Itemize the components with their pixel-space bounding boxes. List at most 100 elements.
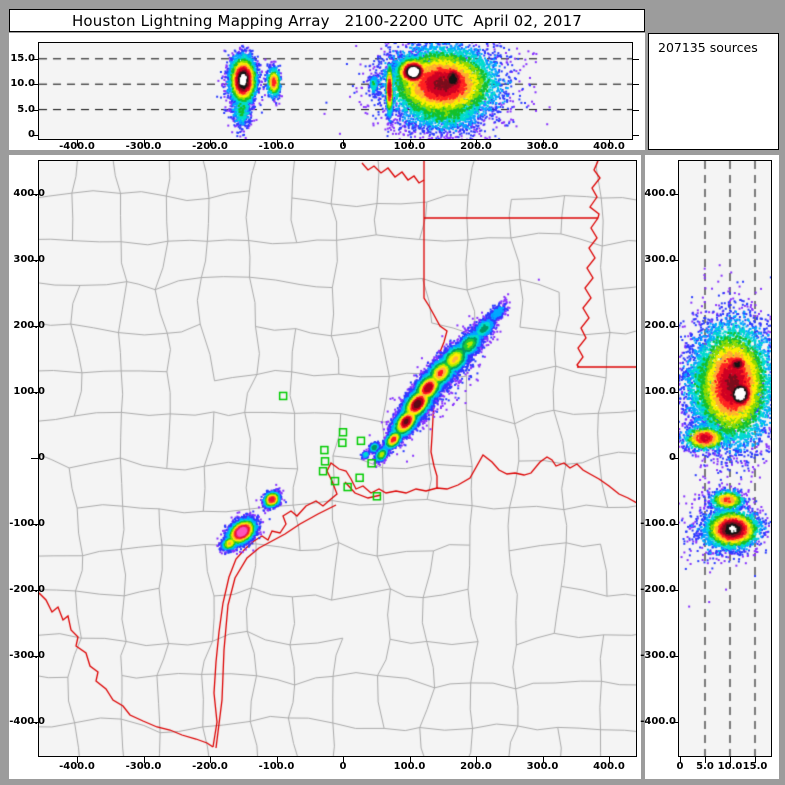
tick-mark bbox=[476, 757, 477, 763]
tick-mark bbox=[32, 135, 38, 136]
title-bar: Houston Lightning Mapping Array 2100-220… bbox=[9, 9, 645, 32]
tick-mark bbox=[609, 140, 610, 146]
tick-mark bbox=[409, 757, 411, 763]
tick-label: 200.0 bbox=[13, 320, 45, 331]
tick-mark bbox=[210, 140, 211, 146]
tick-label: -200.0 bbox=[9, 584, 45, 595]
tick-label: -400.0 bbox=[640, 716, 676, 727]
tick-label: 100.0 bbox=[13, 386, 45, 397]
tick-label: 100.0 bbox=[393, 141, 426, 152]
tick-mark bbox=[77, 757, 78, 763]
tick-mark bbox=[31, 458, 38, 459]
tick-label: 400.0 bbox=[593, 141, 625, 152]
tick-mark bbox=[343, 140, 344, 146]
tick-mark bbox=[32, 58, 38, 60]
tick-mark bbox=[755, 757, 756, 763]
tick-mark bbox=[77, 140, 78, 146]
tick-label: -100.0 bbox=[9, 518, 45, 529]
tick-label: -200.0 bbox=[192, 761, 228, 772]
tick-label: 0 bbox=[339, 761, 347, 772]
tick-mark bbox=[409, 140, 411, 146]
tick-label: -300.0 bbox=[640, 650, 676, 661]
tick-label: -300.0 bbox=[9, 650, 45, 661]
tick-mark bbox=[31, 590, 38, 591]
tick-label: -100.0 bbox=[258, 761, 295, 772]
tick-label: 0 bbox=[339, 141, 347, 152]
tick-label: 400.0 bbox=[644, 188, 676, 199]
tick-mark bbox=[672, 722, 678, 723]
tick-mark bbox=[32, 109, 38, 111]
tick-mark bbox=[143, 757, 145, 763]
ns-altitude-plot[interactable] bbox=[679, 161, 771, 756]
tick-label: -300.0 bbox=[125, 761, 162, 772]
plan-view-map[interactable] bbox=[39, 161, 636, 756]
tick-mark bbox=[31, 392, 38, 393]
tick-label: 300.0 bbox=[526, 761, 559, 772]
plan-view-plot-frame bbox=[38, 160, 637, 757]
tick-label: 10.0 bbox=[10, 78, 35, 90]
tick-mark bbox=[633, 109, 639, 111]
tick-label: 400.0 bbox=[13, 188, 45, 199]
tick-label: -100.0 bbox=[640, 518, 676, 529]
tick-label: 100.0 bbox=[393, 761, 426, 772]
ns-altitude-panel: 0 5.0 10.0 15.0 -400.0 -300.0 -200.0 -100.0 0 100… bbox=[640, 155, 779, 779]
ns-altitude-plot-frame bbox=[678, 160, 772, 757]
tick-mark bbox=[276, 757, 278, 763]
tick-mark bbox=[672, 656, 678, 657]
tick-label: 200.0 bbox=[644, 320, 676, 331]
tick-label: -400.0 bbox=[59, 761, 95, 772]
tick-mark bbox=[633, 58, 639, 60]
tick-label: -200.0 bbox=[640, 584, 676, 595]
tick-label: 0 bbox=[669, 452, 676, 463]
tick-mark bbox=[32, 84, 38, 86]
tick-label: 0 bbox=[28, 129, 35, 141]
tick-mark bbox=[672, 458, 678, 459]
ew-altitude-plot[interactable] bbox=[39, 43, 632, 139]
tick-mark bbox=[680, 757, 681, 763]
tick-label: 15.0 bbox=[742, 761, 768, 772]
tick-mark bbox=[31, 524, 38, 525]
tick-mark bbox=[633, 84, 639, 86]
tick-label: 300.0 bbox=[644, 254, 676, 265]
page-title: Houston Lightning Mapping Array 2100-220… bbox=[71, 11, 583, 30]
tick-mark bbox=[609, 757, 610, 763]
tick-mark bbox=[343, 757, 344, 763]
tick-mark bbox=[672, 260, 678, 261]
tick-label: 15.0 bbox=[10, 52, 35, 64]
tick-label: 0 bbox=[38, 452, 45, 463]
tick-label: -300.0 bbox=[125, 141, 162, 152]
tick-mark bbox=[210, 757, 211, 763]
tick-label: -200.0 bbox=[192, 141, 228, 152]
tick-label: -400.0 bbox=[9, 716, 45, 727]
tick-label: -100.0 bbox=[258, 141, 295, 152]
tick-mark bbox=[31, 326, 38, 327]
tick-mark bbox=[31, 722, 38, 723]
plan-view-panel: -400.0 -400.0 -300.0 -300.0 -200.0 -200.0 -100… bbox=[9, 155, 641, 779]
tick-mark bbox=[31, 656, 38, 657]
tick-mark bbox=[276, 140, 278, 146]
tick-mark bbox=[672, 524, 678, 525]
tick-label: 200.0 bbox=[460, 761, 492, 772]
tick-label: -400.0 bbox=[59, 141, 95, 152]
tick-label: 100.0 bbox=[644, 386, 676, 397]
tick-label: 300.0 bbox=[526, 141, 559, 152]
tick-mark bbox=[542, 757, 544, 763]
tick-label: 5.0 bbox=[696, 761, 714, 772]
ew-altitude-plot-frame bbox=[38, 42, 633, 140]
tick-mark bbox=[31, 194, 38, 195]
source-count-box: 207135 sources bbox=[648, 33, 779, 150]
tick-label: 400.0 bbox=[593, 761, 625, 772]
tick-label: 0 bbox=[676, 761, 684, 772]
tick-mark bbox=[672, 392, 678, 393]
tick-label: 5.0 bbox=[17, 103, 35, 115]
ew-altitude-panel: 0 5.0 10.0 15.0 -400.0 -300.0 -200.0 -100.0 0 100… bbox=[9, 33, 645, 152]
tick-mark bbox=[542, 140, 544, 146]
tick-mark bbox=[143, 140, 145, 146]
tick-mark bbox=[672, 326, 678, 327]
tick-mark bbox=[730, 757, 731, 763]
tick-label: 300.0 bbox=[13, 254, 45, 265]
tick-mark bbox=[672, 194, 678, 195]
tick-label: 10.0 bbox=[717, 761, 743, 772]
tick-mark bbox=[672, 590, 678, 591]
